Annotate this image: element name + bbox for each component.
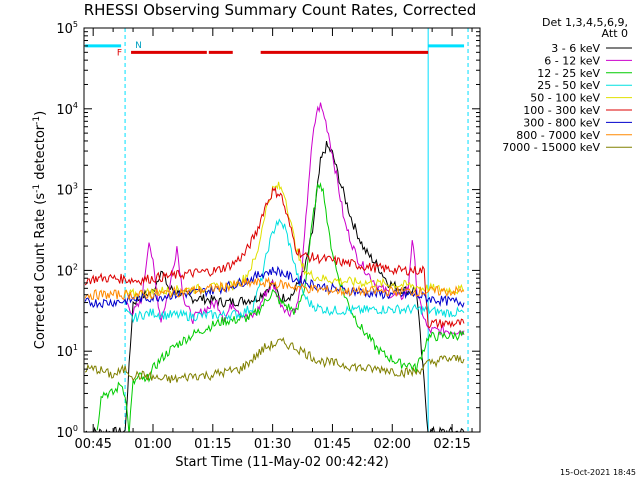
y-tick-label: 100	[56, 424, 78, 441]
legend-label: 3 - 6 keV	[551, 42, 600, 55]
series-line-5	[84, 186, 465, 329]
x-tick-label: 00:45	[74, 437, 111, 452]
y-tick-label: 104	[56, 101, 78, 118]
y-tick-label: 101	[56, 343, 78, 360]
x-tick-label: 01:45	[314, 437, 351, 452]
y-tick-label: 102	[56, 262, 78, 279]
legend-label: 12 - 25 keV	[537, 67, 600, 80]
flag-marker-1: N	[135, 41, 142, 51]
legend-label: 7000 - 15000 keV	[502, 141, 600, 154]
x-tick-label: 01:15	[194, 437, 231, 452]
y-tick-label: 103	[56, 182, 78, 199]
legend-header: Det 1,3,4,5,6,9,	[542, 16, 628, 29]
series-line-2	[96, 182, 465, 432]
legend-label: 25 - 50 keV	[537, 79, 600, 92]
chart-title: RHESSI Observing Summary Count Rates, Co…	[84, 1, 477, 19]
legend-label: 50 - 100 keV	[530, 92, 600, 105]
generated-timestamp: 15-Oct-2021 18:45	[560, 468, 636, 477]
flag-marker-0: F	[117, 48, 122, 58]
plot-frame	[83, 27, 481, 433]
x-tick-label: 02:15	[433, 437, 470, 452]
x-tick-label: 01:00	[134, 437, 171, 452]
legend-header: Att 0	[602, 27, 628, 40]
legend-label: 6 - 12 keV	[544, 54, 600, 67]
x-tick-label: 01:30	[254, 437, 291, 452]
series-line-3	[124, 218, 465, 324]
series-line-7	[84, 276, 465, 301]
series-line-6	[84, 265, 465, 309]
x-axis-label: Start Time (11-May-02 00:42:42)	[175, 455, 389, 470]
x-tick-label: 02:00	[374, 437, 411, 452]
legend-label: 300 - 800 keV	[523, 116, 600, 129]
legend-label: 800 - 7000 keV	[516, 129, 600, 142]
y-tick-label: 105	[56, 20, 78, 37]
legend-label: 100 - 300 keV	[523, 104, 600, 117]
y-axis-label: Corrected Count Rate (s-1 detector-1)	[32, 111, 48, 349]
y-axis: 100 101 102 103 104 105	[56, 20, 480, 441]
series-line-4	[124, 181, 465, 299]
series-line-8	[84, 336, 465, 384]
x-axis: 00:45 01:00 01:15 01:30 01:45 02:00 02:15	[74, 28, 473, 452]
